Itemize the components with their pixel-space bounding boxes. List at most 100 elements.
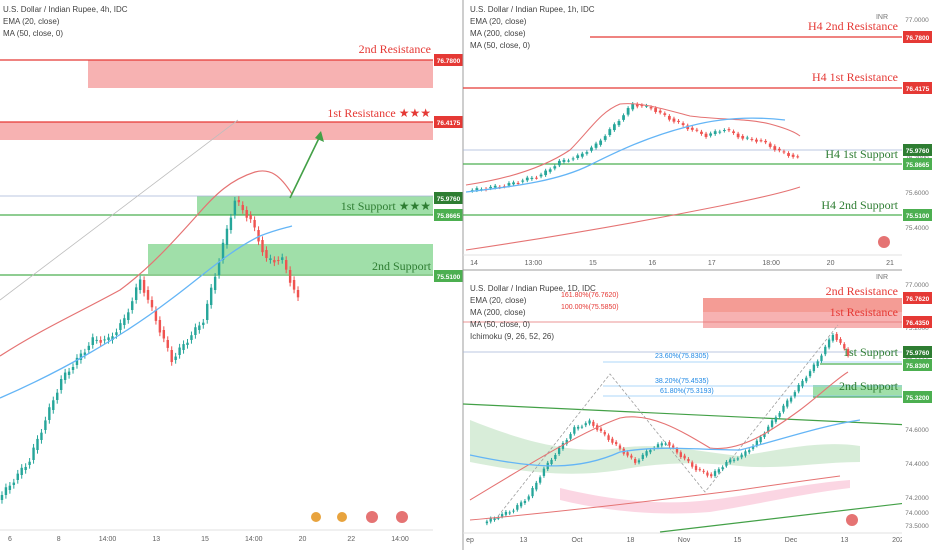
candle: [0, 495, 4, 500]
candle: [750, 138, 754, 140]
x-tick-label: 15: [201, 536, 209, 543]
candle: [835, 333, 838, 340]
price-scale-right: 77.000076.600076.200075.600075.400077.00…: [902, 0, 932, 550]
panel-1h[interactable]: H4 2nd Resistance H4 1st Resistance H4 1…: [463, 5, 902, 267]
candle: [489, 186, 493, 189]
panel-1d[interactable]: 2nd Resistance 1st Resistance 1st Suppor…: [462, 269, 932, 544]
candle: [672, 118, 676, 122]
candle: [292, 280, 296, 290]
price-scale-4h: 76.7800 76.4175 75.9760 75.8665 75.5100: [433, 0, 463, 550]
price-tag: [434, 116, 463, 128]
candle: [194, 327, 197, 335]
resistance-zone-1: [703, 312, 932, 328]
candle: [59, 379, 63, 390]
legend-ma-200: MA (200, close): [470, 29, 526, 38]
x-tick-label: 14:00: [391, 536, 409, 543]
candle: [649, 107, 653, 109]
candle: [281, 257, 284, 260]
y-tick-label: 74.4000: [905, 461, 929, 468]
level-label-h4-2nd-resistance: H4 2nd Resistance: [808, 19, 898, 33]
candle: [645, 451, 648, 456]
candle: [843, 344, 846, 349]
candle: [493, 185, 497, 188]
candle: [71, 367, 75, 370]
candle: [550, 459, 553, 465]
candle: [142, 280, 146, 293]
candle: [497, 517, 500, 519]
candle: [748, 450, 751, 453]
candle: [190, 335, 193, 340]
event-icon[interactable]: [878, 236, 890, 248]
legend-ichimoku: Ichimoku (9, 26, 52, 26): [470, 332, 554, 341]
price-tag-label: 76.7620: [906, 296, 930, 303]
x-tick-label: 13:00: [525, 260, 543, 267]
candle: [111, 336, 114, 340]
candle: [557, 160, 561, 166]
candle: [759, 140, 763, 142]
candle: [241, 205, 244, 211]
panel-4h[interactable]: 2nd Resistance 1st Resistance ★★★ 1st Su…: [0, 0, 433, 550]
candle: [816, 361, 819, 367]
candle: [170, 350, 173, 363]
fib-label-23: 23.60%(75.8305): [655, 353, 709, 360]
candle: [508, 512, 511, 514]
candle: [519, 502, 523, 507]
candle: [686, 125, 690, 130]
candle: [603, 136, 607, 140]
candle: [672, 445, 675, 448]
candle: [717, 469, 720, 473]
candle: [791, 154, 795, 157]
price-tag-label: 76.4175: [437, 120, 461, 127]
candle: [83, 352, 87, 355]
candle: [755, 440, 759, 446]
legend-ema: EMA (20, close): [470, 17, 527, 26]
candle: [507, 183, 511, 186]
candle: [667, 115, 671, 120]
candle: [801, 380, 804, 387]
price-tag: [434, 192, 463, 204]
x-ticks-4h: 6 8 14:00 13 15 14:00 20 22 14:00: [8, 536, 409, 543]
candle: [91, 337, 94, 345]
candle: [641, 454, 644, 460]
price-tag-label: 76.7800: [906, 35, 930, 42]
y-tick-label: 75.2000: [905, 325, 929, 332]
x-tick-label: 18:00: [762, 260, 780, 267]
event-icon[interactable]: [337, 512, 347, 522]
candle: [727, 129, 731, 131]
price-tag: [903, 82, 932, 94]
candle: [500, 514, 504, 517]
candle: [284, 260, 288, 270]
candle: [599, 140, 603, 145]
candle: [618, 445, 622, 449]
event-icon[interactable]: [396, 511, 408, 523]
candle: [269, 258, 272, 260]
price-tag: [903, 158, 932, 170]
x-tick-label: 202: [892, 537, 904, 544]
candle: [158, 320, 162, 333]
level-label-2nd-resistance: 2nd Resistance: [359, 42, 431, 56]
event-icon[interactable]: [311, 512, 321, 522]
candle: [103, 339, 106, 341]
projection-arrow: [289, 133, 322, 199]
candle: [535, 177, 538, 179]
level-label-2nd-resistance: 2nd Resistance: [826, 284, 898, 298]
candle: [706, 472, 709, 476]
candle: [580, 153, 584, 157]
candle: [20, 467, 23, 475]
ma-200-line: [465, 186, 801, 251]
ema-line: [465, 103, 801, 186]
candle: [713, 131, 717, 135]
event-icon[interactable]: [846, 514, 858, 526]
candle: [630, 455, 633, 458]
candle: [48, 407, 51, 420]
candle: [622, 115, 625, 120]
candle: [580, 426, 584, 428]
y-tick-label: 74.2000: [905, 495, 929, 502]
candle: [740, 454, 743, 458]
candle: [553, 166, 557, 169]
price-tag: [903, 391, 932, 403]
candle: [732, 131, 735, 134]
candle: [115, 332, 118, 335]
event-icon[interactable]: [366, 511, 378, 523]
